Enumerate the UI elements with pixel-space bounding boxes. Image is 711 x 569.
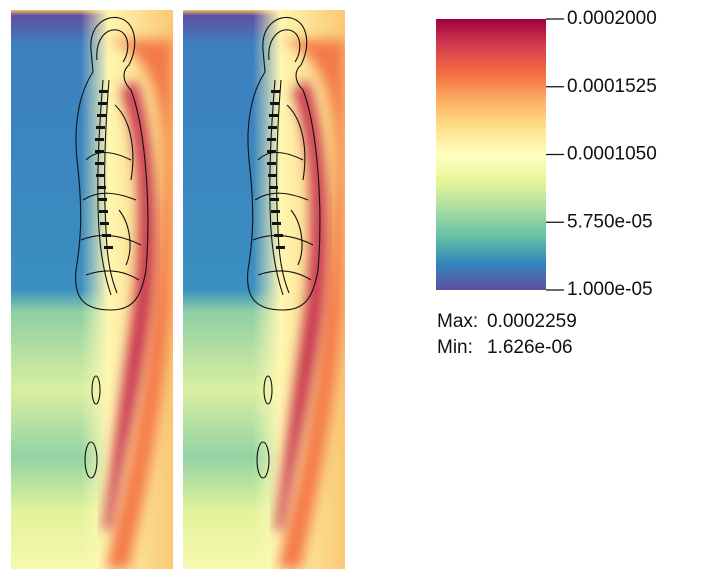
field-panel <box>183 10 345 569</box>
stat-label: Max: <box>437 311 478 332</box>
stat-value: 1.626e-06 <box>487 337 573 358</box>
colorbar <box>436 19 546 290</box>
stat-value: 0.0002259 <box>487 311 577 332</box>
tick-label: 1.000e-05 <box>567 279 653 300</box>
tick-label: 5.750e-05 <box>567 211 653 232</box>
stat-label: Min: <box>437 337 473 358</box>
tick-label: 0.0002000 <box>567 8 657 29</box>
visualization: Max: Min: 0.0002000 0.0001525 0.0001050 5.7… <box>0 0 711 569</box>
tick-label: 0.0001050 <box>567 144 657 165</box>
field-panel <box>11 10 173 569</box>
tick-label: 0.0001525 <box>567 76 657 97</box>
